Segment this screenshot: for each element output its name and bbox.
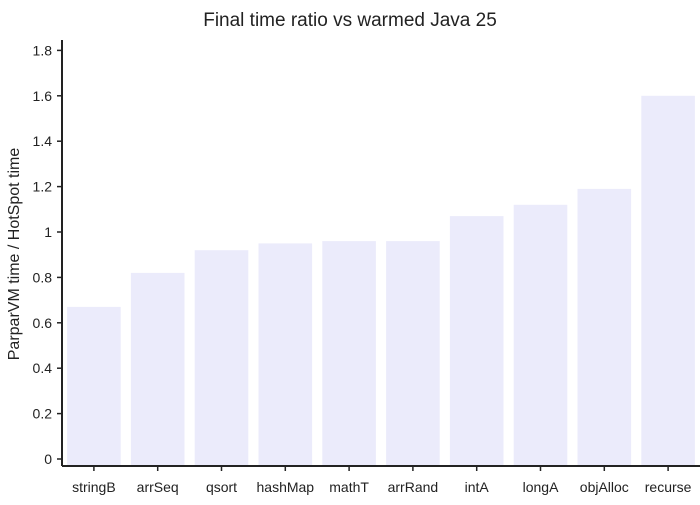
- y-tick-label-7: 1.4: [33, 133, 53, 149]
- x-tick-label-recurse: recurse: [645, 479, 692, 495]
- y-tick-label-0: 0: [44, 451, 52, 467]
- x-tick-label-stringB: stringB: [72, 479, 116, 495]
- bars-group: [67, 95, 695, 467]
- bar-qsort: [194, 250, 249, 466]
- x-tick-label-qsort: qsort: [206, 479, 237, 495]
- y-axis-label: ParparVM time / HotSpot time: [6, 148, 23, 361]
- x-tick-label-arrSeq: arrSeq: [137, 479, 179, 495]
- y-tick-label-2: 0.4: [33, 360, 53, 376]
- x-tick-label-objAlloc: objAlloc: [580, 479, 629, 495]
- x-tick-label-arrRand: arrRand: [388, 479, 439, 495]
- bar-recurse: [641, 95, 695, 467]
- y-tick-label-9: 1.8: [33, 42, 53, 58]
- bar-mathT: [322, 241, 376, 466]
- y-tick-label-3: 0.6: [33, 315, 53, 331]
- x-tick-label-hashMap: hashMap: [257, 479, 315, 495]
- y-tick-label-4: 0.8: [33, 269, 53, 285]
- x-axis: stringB arrSeq qsort hashMap mathT arrRand int…: [62, 465, 700, 495]
- bar-longA: [513, 204, 568, 467]
- bar-stringB: [67, 306, 121, 466]
- bar-hashMap: [258, 243, 313, 466]
- bar-arrSeq: [130, 272, 185, 466]
- y-tick-label-5: 1: [44, 224, 52, 240]
- bar-objAlloc: [577, 188, 632, 466]
- y-tick-label-8: 1.6: [33, 88, 53, 104]
- y-axis: 0 0.2 0.4 0.6 0.8 1 1.2 1.4 1.6 1.8: [33, 40, 63, 467]
- x-tick-label-mathT: mathT: [329, 479, 369, 495]
- y-tick-label-6: 1.2: [33, 179, 53, 195]
- x-tick-label-longA: longA: [523, 479, 559, 495]
- chart-title: Final time ratio vs warmed Java 25: [203, 10, 497, 31]
- bar-intA: [449, 216, 504, 466]
- bar-arrRand: [386, 241, 440, 466]
- x-tick-label-intA: intA: [465, 479, 490, 495]
- y-tick-label-1: 0.2: [33, 406, 53, 422]
